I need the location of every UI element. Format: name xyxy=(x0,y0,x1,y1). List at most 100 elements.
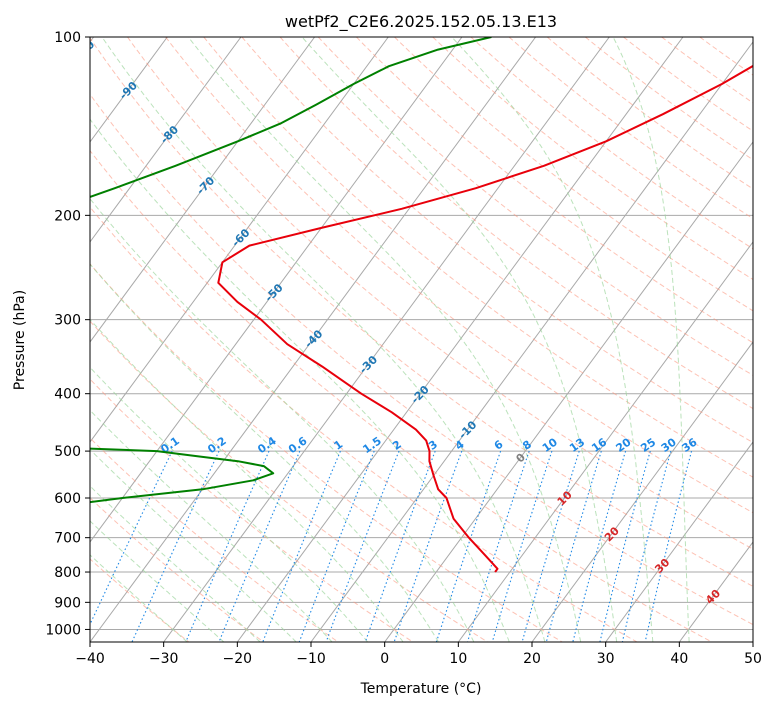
dry-adiabat-line xyxy=(241,37,753,444)
isotherm-line xyxy=(90,37,537,642)
mixing-ratio-line xyxy=(521,450,580,642)
mixing-ratio-line xyxy=(545,450,602,642)
mixing-ratio-label: 10 xyxy=(540,435,560,455)
mixing-ratio-label: 13 xyxy=(567,436,587,455)
x-tick-label: −20 xyxy=(223,651,253,667)
y-tick-label: 200 xyxy=(54,208,81,224)
moist-adiabat-line xyxy=(90,409,333,642)
isotherm-line xyxy=(605,441,753,642)
background-lines xyxy=(90,37,753,642)
isotherm-label: 30 xyxy=(652,556,672,576)
x-tick-label: 20 xyxy=(523,651,541,667)
mixing-ratio-line xyxy=(90,450,173,626)
isotherm-line xyxy=(90,37,316,343)
mixing-ratio-line xyxy=(466,450,530,642)
isotherm-line xyxy=(384,141,753,642)
mixing-ratio-label: 1.5 xyxy=(360,434,383,456)
y-axis: 100 200 300 400 500 600 700 800 900 1000 xyxy=(45,30,90,638)
isotherm-label: 10 xyxy=(555,488,575,508)
y-axis-label: Pressure (hPa) xyxy=(12,290,28,390)
isotherm-label: -10 xyxy=(456,418,479,441)
y-tick-label: 100 xyxy=(54,30,81,46)
isotherm-line xyxy=(457,241,753,642)
dry-adiabat-line xyxy=(661,37,753,104)
mixing-ratio-line xyxy=(131,450,220,642)
mixing-ratio-line xyxy=(218,450,301,642)
dry-adiabat-line xyxy=(623,37,753,132)
mixing-ratio-line xyxy=(262,450,341,642)
mixing-ratio-line xyxy=(572,450,627,642)
mixing-ratio-label: 16 xyxy=(589,435,609,455)
dry-adiabat-line xyxy=(90,93,753,626)
isotherm-label: -90 xyxy=(117,79,140,102)
x-tick-label: 50 xyxy=(744,651,762,667)
y-tick-label: 300 xyxy=(54,313,81,329)
mixing-ratio-label: 8 xyxy=(520,438,534,453)
dry-adiabat-line xyxy=(127,37,753,550)
dry-adiabat-line xyxy=(90,263,563,642)
isotherm-line xyxy=(90,37,463,543)
moist-adiabat-line xyxy=(90,485,261,642)
moist-adiabat-line xyxy=(90,318,404,642)
mixing-ratio-label: 2 xyxy=(390,438,404,453)
dry-adiabat-line xyxy=(356,37,753,344)
mixing-ratio-label: 25 xyxy=(638,436,658,455)
isotherm-line xyxy=(236,37,684,642)
x-axis-label: Temperature (°C) xyxy=(360,681,482,697)
dry-adiabat-line xyxy=(584,37,753,161)
x-tick-label: −10 xyxy=(296,651,326,667)
isotherm-label: 0 xyxy=(513,450,528,465)
profile-series xyxy=(90,37,753,573)
moist-adiabat-line xyxy=(90,263,439,642)
moist-adiabat-line xyxy=(612,37,690,642)
isotherm-label: 40 xyxy=(703,587,723,607)
y-tick-label: 500 xyxy=(54,444,81,460)
mixing-ratio-label: 0.6 xyxy=(286,434,310,456)
mixing-ratio-label: 6 xyxy=(492,438,506,453)
moist-adiabat-line xyxy=(90,520,225,642)
mixing-ratio-label: 20 xyxy=(614,435,634,455)
plot-frame xyxy=(89,36,754,643)
mixing-ratio-line xyxy=(621,450,672,642)
dry-adiabat-line xyxy=(470,37,753,250)
moist-adiabat-line xyxy=(101,37,546,642)
dry-adiabat-line xyxy=(546,37,753,190)
y-tick-label: 800 xyxy=(54,565,81,581)
isotherm-line xyxy=(90,37,389,443)
x-tick-label: 10 xyxy=(449,651,467,667)
dry-adiabat-line xyxy=(90,320,488,642)
y-tick-label: 1000 xyxy=(45,622,81,638)
isotherm-label: -50 xyxy=(262,281,285,304)
moist-adiabat-line xyxy=(90,554,188,642)
isotherm-line xyxy=(90,37,242,243)
isotherm-label: -20 xyxy=(409,383,432,406)
y-tick-label: 700 xyxy=(54,531,81,547)
chart-title: wetPf2_C2E6.2025.152.05.13.E13 xyxy=(285,12,557,32)
dry-adiabat-line xyxy=(432,37,753,281)
y-tick-label: 900 xyxy=(54,595,81,611)
mixing-ratio-line xyxy=(599,450,651,642)
mixing-ratio-line xyxy=(325,450,400,642)
plot-area: 0.1 0.2 0.4 0.6 1 1.5 2 3 4 6 8 10 13 16 20 25 30 36-100-… xyxy=(90,37,753,642)
y-tick-label: 400 xyxy=(54,387,81,403)
mixing-ratio-label: 0.4 xyxy=(255,434,279,456)
isotherm-line xyxy=(752,641,753,642)
mixing-ratio-label: 1 xyxy=(332,438,346,453)
x-tick-label: 40 xyxy=(670,651,688,667)
moist-adiabat-line xyxy=(90,118,510,642)
mixing-ratio-line xyxy=(364,450,436,642)
x-tick-label: −40 xyxy=(75,651,105,667)
dry-adiabat-line xyxy=(203,37,753,478)
isotherm-line xyxy=(531,341,753,642)
moist-adiabat-line xyxy=(301,37,618,642)
dry-adiabat-line xyxy=(508,37,753,220)
dry-adiabat-line xyxy=(699,37,753,76)
moist-adiabat-line xyxy=(451,37,654,642)
temperature-profile-line xyxy=(217,64,753,573)
mixing-ratio-line xyxy=(298,450,375,642)
x-axis: −40 −30 −20 −10 0 10 20 30 40 50 xyxy=(75,642,762,667)
dry-adiabat-line xyxy=(317,37,753,376)
mixing-ratio-line xyxy=(491,450,553,642)
dewpoint-profile-line xyxy=(90,37,492,504)
